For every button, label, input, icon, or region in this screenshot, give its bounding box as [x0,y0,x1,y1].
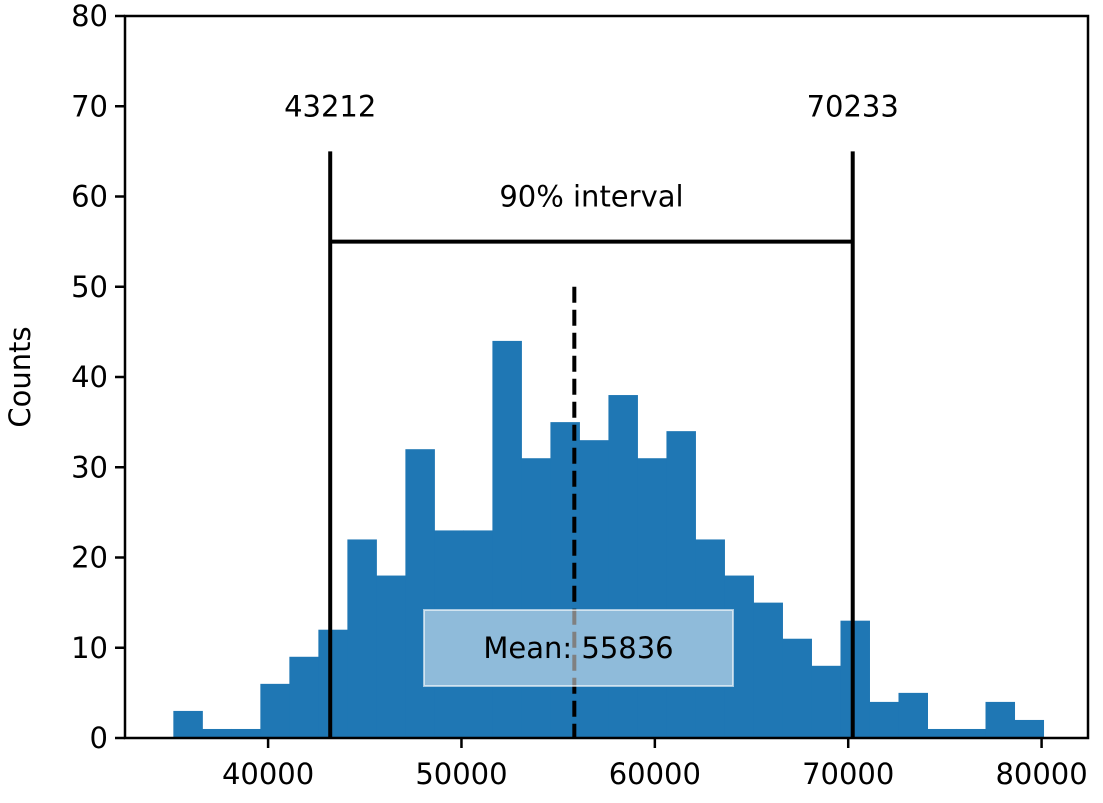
y-tick-label: 50 [71,270,108,304]
y-tick-label: 70 [71,89,108,123]
histogram-bar [173,710,203,738]
interval-label: 90% interval [499,180,683,214]
histogram-bar [405,449,435,738]
y-tick-label: 20 [71,541,108,575]
x-tick-label: 60000 [609,757,701,791]
x-tick-label: 50000 [415,757,507,791]
x-tick-label: 70000 [802,757,894,791]
histogram-bar [869,701,899,738]
histogram-bar [1014,719,1045,738]
histogram-bar [840,620,870,738]
histogram-bar [347,539,377,738]
histogram-bar [782,638,812,738]
histogram-bar [637,458,667,738]
x-tick-label: 40000 [222,757,314,791]
upper-bound-label: 70233 [807,89,899,123]
histogram-bar [666,431,696,738]
x-tick-label: 80000 [995,757,1087,791]
histogram-bar [202,728,232,738]
y-tick-label: 0 [90,721,108,755]
histogram-bar [289,656,319,738]
histogram-bar [521,458,551,738]
histogram-bar [898,692,928,738]
y-axis-ticks: 0 10 20 30 40 50 60 70 80 [71,0,125,755]
y-tick-label: 30 [71,450,108,484]
x-axis-ticks: 40000 50000 60000 70000 80000 [222,738,1088,791]
histogram-bar [956,728,987,738]
histogram-bar [811,665,841,738]
y-tick-label: 60 [71,180,108,214]
histogram-bar [318,629,348,738]
histogram-bar [231,728,261,738]
y-tick-label: 80 [71,0,108,33]
mean-label-box [423,609,734,687]
histogram-bar [927,728,958,738]
lower-bound-label: 43212 [284,89,376,123]
y-tick-label: 40 [71,360,108,394]
histogram-bar [260,683,290,738]
interval-annotations: 43212 70233 90% interval Mean: 55836 [284,89,899,738]
y-tick-label: 10 [71,631,108,665]
histogram-bar [985,701,1016,738]
histogram-bar [579,440,609,738]
mean-label: Mean: 55836 [483,631,673,665]
y-axis-label: Counts [3,326,37,427]
histogram-bar [376,575,406,738]
histogram-bar [753,602,783,738]
